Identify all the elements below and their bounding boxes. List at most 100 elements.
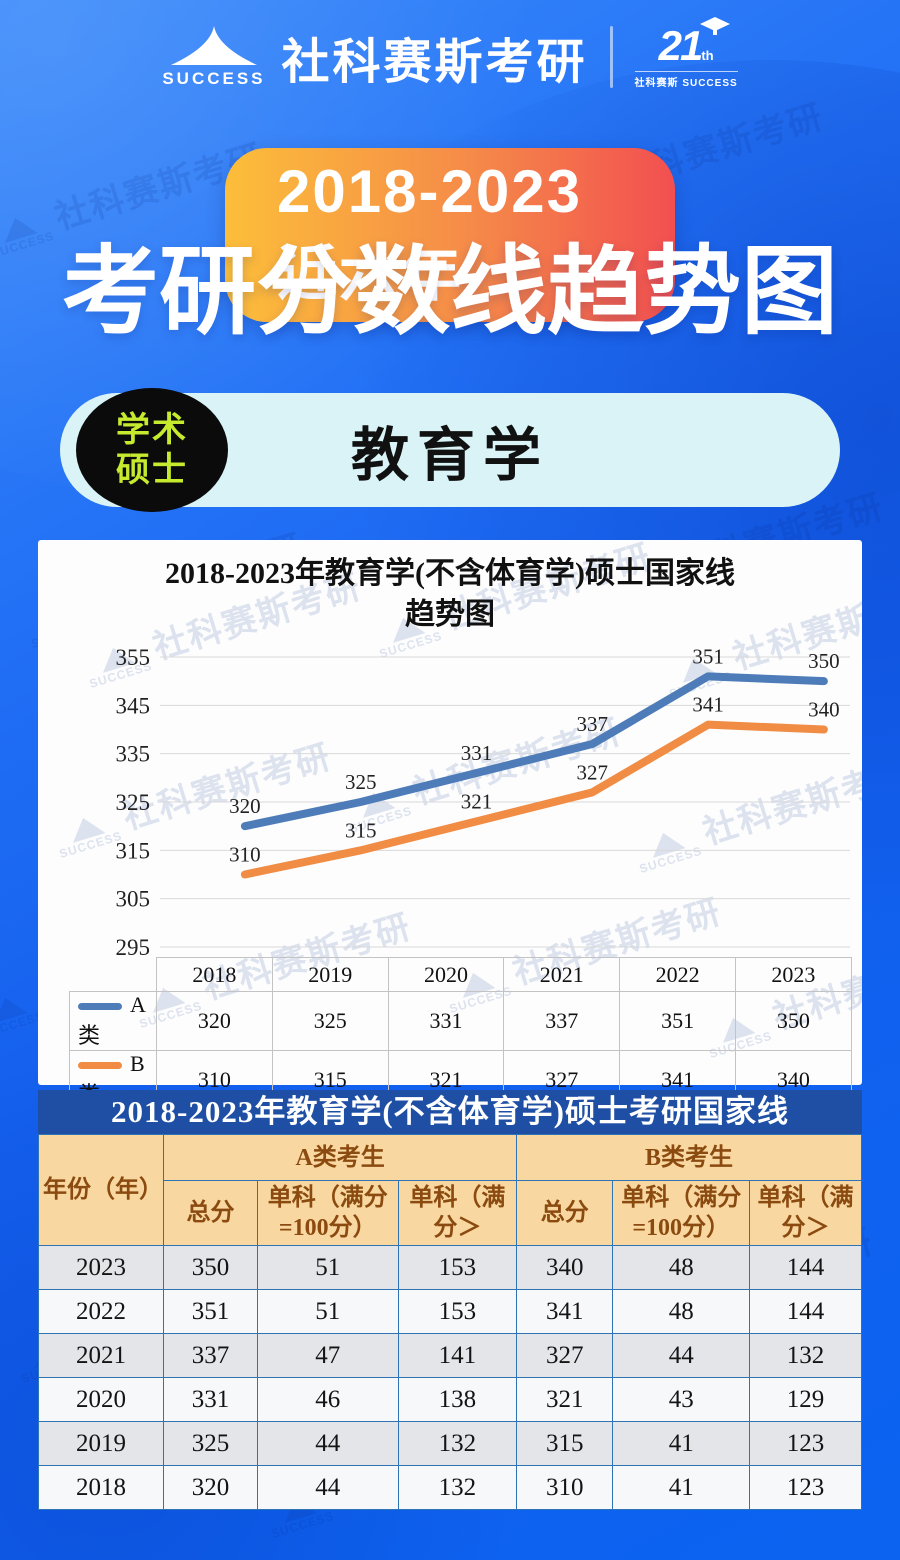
score-cell: 341 xyxy=(516,1289,614,1334)
y-axis-tick-label: 305 xyxy=(116,887,151,912)
score-table: 年份（年） A类考生 B类考生 总分 单科（满分=100分） 单科（满分＞ 总分 单科（… xyxy=(37,1134,862,1510)
score-cell: 47 xyxy=(256,1333,399,1378)
column-group-b: B类考生 xyxy=(516,1134,862,1181)
legend-value-cell: 337 xyxy=(503,991,621,1051)
score-table-title: 2018-2023年教育学(不含体育学)硕士考研国家线 xyxy=(38,1090,862,1134)
data-label: 350 xyxy=(808,649,840,673)
graduation-cap-icon xyxy=(699,17,730,35)
score-cell: 132 xyxy=(397,1421,518,1466)
years-banner-text: 2018-2023 近六年 xyxy=(277,158,582,308)
series-line-A类 xyxy=(240,672,828,831)
legend-value-cell: 325 xyxy=(271,991,389,1051)
score-cell: 331 xyxy=(163,1377,258,1422)
score-cell: 153 xyxy=(397,1289,518,1334)
series-line-B类 xyxy=(240,720,828,879)
score-cell: 43 xyxy=(612,1377,751,1422)
score-cell: 153 xyxy=(397,1245,518,1290)
brand-name: 社科赛斯考研 xyxy=(281,36,588,89)
legend-swatch-B类 xyxy=(78,1062,122,1070)
degree-type-badge: 学术 硕士 xyxy=(76,388,228,512)
score-cell: 144 xyxy=(749,1289,862,1334)
brand-logo: SUCCESS xyxy=(162,25,265,89)
year-cell: 2020 xyxy=(37,1377,165,1422)
score-cell: 320 xyxy=(163,1465,258,1510)
score-cell: 315 xyxy=(516,1421,614,1466)
badge-line1: 学术 xyxy=(116,410,188,449)
score-cell: 123 xyxy=(749,1421,862,1466)
y-axis-tick-label: 345 xyxy=(116,693,151,718)
legend-year-cell: 2020 xyxy=(387,957,505,992)
score-cell: 41 xyxy=(612,1465,751,1510)
column-subheader: 单科（满分＞ xyxy=(397,1180,518,1246)
column-subheader: 单科（满分=100分） xyxy=(256,1180,399,1246)
anniversary-21: 21 xyxy=(658,22,704,69)
table-row: 2023 350 51 153 340 48 144 xyxy=(37,1245,862,1290)
score-cell: 44 xyxy=(612,1333,751,1378)
score-cell: 327 xyxy=(516,1333,614,1378)
brand-logo-text: SUCCESS xyxy=(162,69,266,88)
y-axis-tick-label: 295 xyxy=(116,935,151,957)
score-cell: 132 xyxy=(749,1333,862,1378)
table-row: 2022 351 51 153 341 48 144 xyxy=(37,1289,862,1334)
score-cell: 325 xyxy=(163,1421,258,1466)
main-title: 考研分数线趋势图 xyxy=(62,237,838,346)
score-cell: 144 xyxy=(749,1245,862,1290)
year-cell: 2021 xyxy=(37,1333,165,1378)
badge-line2: 硕士 xyxy=(116,451,188,489)
data-label: 321 xyxy=(461,789,493,813)
score-cell: 48 xyxy=(612,1289,751,1334)
legend-year-cell: 2023 xyxy=(734,957,852,992)
score-cell: 132 xyxy=(397,1465,518,1510)
chart-legend-table: 2018 2019 2020 2021 2022 2023 A类 320 325 331 337 35… xyxy=(69,957,852,1110)
anniversary-logo: 21th 社科赛斯 SUCCESS xyxy=(634,17,738,89)
table-row: 2021 337 47 141 327 44 132 xyxy=(37,1333,862,1378)
column-header-year: 年份（年） xyxy=(37,1134,165,1246)
column-subheader: 总分 xyxy=(163,1180,258,1246)
score-cell: 51 xyxy=(256,1245,399,1290)
data-label: 310 xyxy=(229,843,261,867)
years-banner: 2018-2023 近六年 xyxy=(225,148,675,322)
data-label: 327 xyxy=(577,760,609,784)
column-subheader: 单科（满分=100分） xyxy=(612,1180,751,1246)
score-cell: 141 xyxy=(397,1333,518,1378)
legend-year-cell: 2018 xyxy=(156,957,273,992)
table-row: 2019 325 44 132 315 41 123 xyxy=(37,1421,862,1466)
legend-corner-cell xyxy=(70,958,157,992)
score-table-section: SUCCESS社科赛斯考研SUCCESS社科赛斯考研SUCCESS社科赛斯考研S… xyxy=(37,1090,862,1510)
score-cell: 41 xyxy=(612,1421,751,1466)
score-cell: 51 xyxy=(256,1289,399,1334)
data-label: 315 xyxy=(345,818,377,842)
data-label: 320 xyxy=(229,794,261,818)
table-row: 2018 320 44 132 310 41 123 xyxy=(37,1465,862,1510)
column-subheader: 单科（满分＞ xyxy=(749,1180,862,1246)
y-axis-tick-label: 335 xyxy=(116,742,151,767)
legend-year-cell: 2022 xyxy=(619,957,736,992)
column-group-a: A类考生 xyxy=(163,1134,518,1181)
score-cell: 46 xyxy=(256,1377,399,1422)
score-cell: 48 xyxy=(612,1245,751,1290)
year-cell: 2018 xyxy=(37,1465,165,1510)
subject-pill: 学术 硕士 教育学 xyxy=(60,388,840,512)
chart-title: 2018-2023年教育学(不含体育学)硕士国家线 趋势图 xyxy=(38,540,862,635)
legend-swatch-A类 xyxy=(78,1003,122,1011)
score-cell: 138 xyxy=(397,1377,518,1422)
header: SUCCESS 社科赛斯考研 21th 社科赛斯 SUCCESS xyxy=(0,17,900,92)
score-cell: 129 xyxy=(749,1377,862,1422)
chart-panel: SUCCESS 社科赛斯考研 SUCCESS 社科赛斯考研 SUCCESS 社科赛斯考研 S… xyxy=(38,540,862,1110)
year-cell: 2019 xyxy=(37,1421,165,1466)
year-cell: 2023 xyxy=(37,1245,165,1290)
score-cell: 351 xyxy=(163,1289,258,1334)
table-row: 2020 331 46 138 321 43 129 xyxy=(37,1377,862,1422)
trend-line-chart: 355 345 335 325 315 305 295 320 325 331 337 351 350 3… xyxy=(116,644,850,957)
legend-value-cell: 351 xyxy=(619,991,736,1051)
data-label: 325 xyxy=(345,770,377,794)
data-label: 351 xyxy=(692,644,724,668)
column-subheader: 总分 xyxy=(516,1180,614,1246)
score-cell: 340 xyxy=(516,1245,614,1290)
score-cell: 44 xyxy=(256,1465,399,1510)
chart-title-line2: 趋势图 xyxy=(405,597,495,631)
anniversary-number: 21th xyxy=(658,17,730,69)
score-cell: 337 xyxy=(163,1333,258,1378)
data-label: 341 xyxy=(692,693,724,717)
